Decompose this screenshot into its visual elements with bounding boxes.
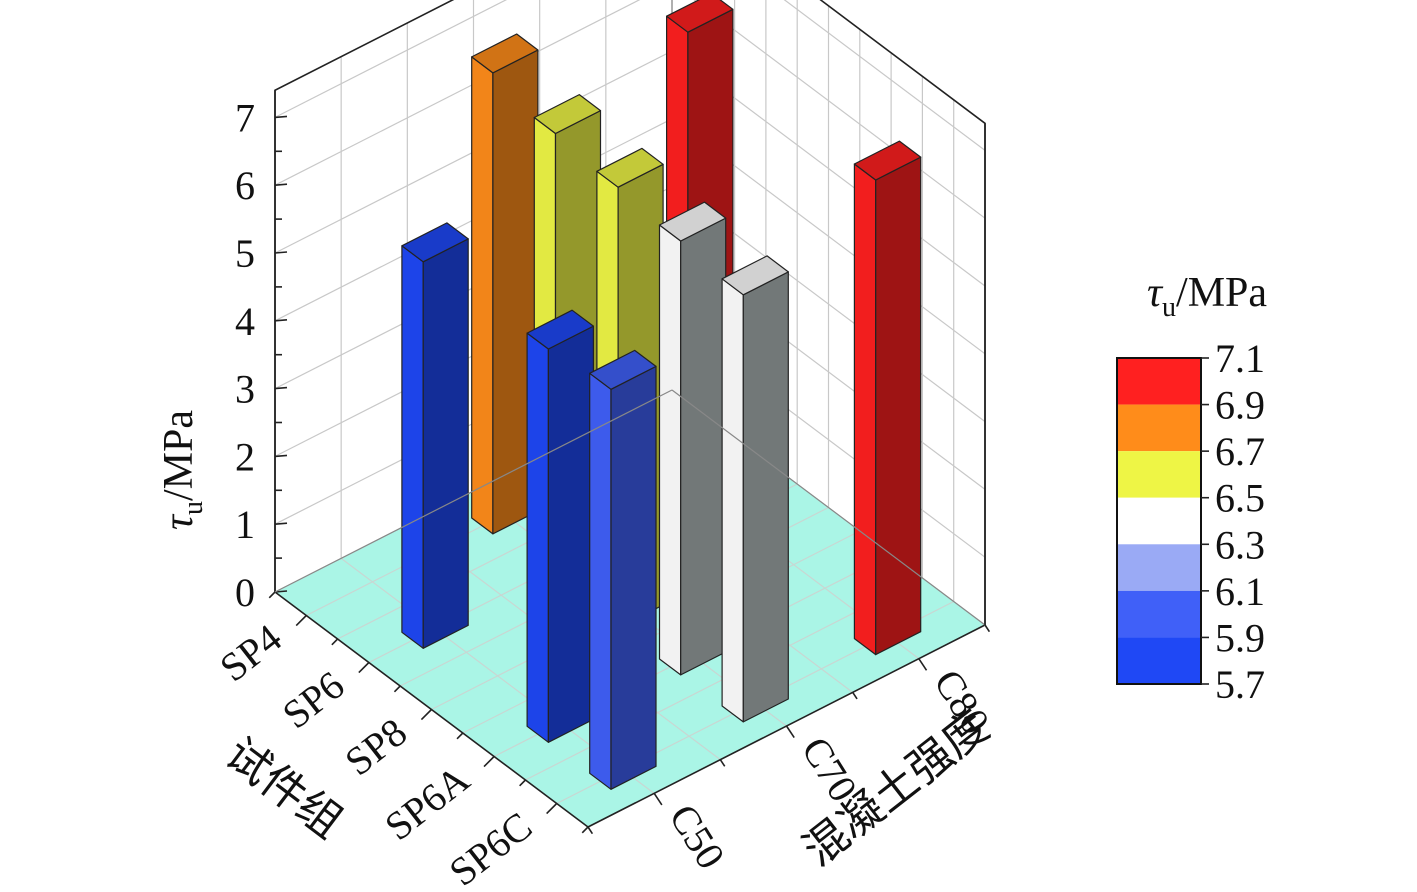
group-tick: [358, 661, 370, 674]
group-tick: [546, 802, 558, 815]
z-tick-label: 4: [235, 299, 255, 344]
z-tick-label: 5: [235, 231, 255, 276]
bar-top-face: [401, 222, 469, 263]
colorbar-tick-label: 7.1: [1215, 336, 1265, 381]
colorbar-band: [1117, 358, 1201, 405]
bar-top-face: [665, 0, 734, 33]
z-tick-label: 2: [235, 434, 255, 479]
colorbar-band: [1117, 637, 1201, 684]
chart-bars: [401, 0, 922, 790]
colorbar-frame: [1116, 357, 1202, 685]
z-tick-label: 0: [235, 570, 255, 615]
floor-back-edge: [671, 389, 986, 626]
strength-tick: [918, 658, 928, 671]
group-tick: [420, 708, 433, 721]
colorbar-band: [1117, 497, 1201, 545]
bar-top-face: [533, 93, 602, 135]
bar-right-face: [742, 271, 789, 723]
bar-SP6C-C70: [721, 255, 789, 723]
strength-tick: [984, 624, 991, 633]
z-tick-label: 7: [235, 95, 255, 140]
bar-left-face: [401, 245, 424, 649]
bar-top-face: [526, 309, 595, 350]
bar-SP6A-C70: [658, 201, 727, 676]
z-tick-label: 3: [235, 367, 255, 412]
group-tick: [268, 591, 276, 599]
bar-top-face: [471, 33, 539, 74]
group-tick: [456, 732, 464, 740]
bar-left-face: [526, 332, 550, 743]
bar-right-face: [547, 325, 595, 743]
bar-right-face: [422, 238, 469, 649]
z-major-tick: [274, 590, 288, 593]
colorbar-band: [1117, 451, 1201, 498]
group-tick: [519, 779, 526, 787]
colorbar-band: [1117, 590, 1201, 638]
group-tick-label: SP6C: [441, 803, 541, 892]
z-major-tick: [274, 115, 288, 119]
strength-tick: [851, 691, 858, 700]
group-tick: [483, 755, 495, 768]
group-tick-label: SP6: [274, 662, 353, 737]
colorbar-tick-label: 6.7: [1215, 429, 1265, 474]
group-tick: [331, 638, 339, 646]
colorbar-tick-label: 5.7: [1215, 662, 1265, 707]
z-tick-label: 1: [235, 502, 255, 547]
colorbar-tick-label: 6.1: [1215, 569, 1265, 614]
colorbar-title: τu/MPa: [1147, 270, 1267, 323]
group-tick: [393, 685, 401, 693]
bar-left-face: [589, 372, 612, 790]
group-tick-label: SP4: [211, 615, 290, 690]
strength-tick-label: C50: [661, 796, 735, 876]
group-tick: [295, 614, 307, 627]
z-major-tick: [274, 522, 288, 525]
group-tick-label: SP6A: [376, 756, 477, 849]
colorbar-band: [1117, 544, 1201, 591]
z-major-tick: [274, 319, 288, 322]
bar-left-face: [658, 224, 682, 676]
bar-left-face: [721, 278, 744, 723]
floor-back-edge: [274, 389, 673, 593]
z-axis-title: τu/MPa: [156, 410, 209, 530]
bar-left-face: [471, 56, 494, 535]
strength-tick: [653, 792, 663, 806]
bar-top-face: [658, 201, 727, 242]
bar-SP6A-C50: [526, 309, 595, 743]
colorbar: 7.16.96.76.56.36.15.95.7 τu/MPa: [1116, 270, 1267, 707]
colorbar-tick-label: 6.9: [1215, 383, 1265, 428]
z-major-tick: [274, 386, 288, 390]
bar-top-face: [721, 255, 789, 296]
colorbar-band: [1117, 404, 1201, 452]
colorbar-tick-label: 6.5: [1215, 476, 1265, 521]
bar-right-face: [610, 365, 657, 790]
bar-right-face: [875, 156, 922, 656]
z-tick-label: 6: [235, 163, 255, 208]
group-tick-label: SP8: [337, 709, 416, 784]
group-tick: [581, 826, 589, 834]
bar-SP6C-C50: [589, 349, 657, 790]
z-major-tick: [274, 183, 288, 186]
bar-top-face: [596, 147, 664, 188]
bar-SP6C-C80: [853, 140, 922, 656]
bar-SP6-C50: [401, 222, 469, 649]
colorbar-tick-label: 6.3: [1215, 522, 1265, 567]
strength-tick: [785, 725, 795, 739]
z-major-tick: [274, 251, 288, 254]
strength-tick: [587, 826, 594, 835]
bar-right-face: [680, 217, 727, 676]
bar-left-face: [853, 163, 877, 656]
strength-tick: [719, 759, 726, 767]
bar-top-face: [589, 349, 657, 390]
z-major-tick: [274, 454, 288, 458]
colorbar-tick-label: 5.9: [1215, 615, 1265, 660]
group-axis-title: 试件组: [216, 729, 351, 848]
bar-top-face: [853, 140, 922, 181]
